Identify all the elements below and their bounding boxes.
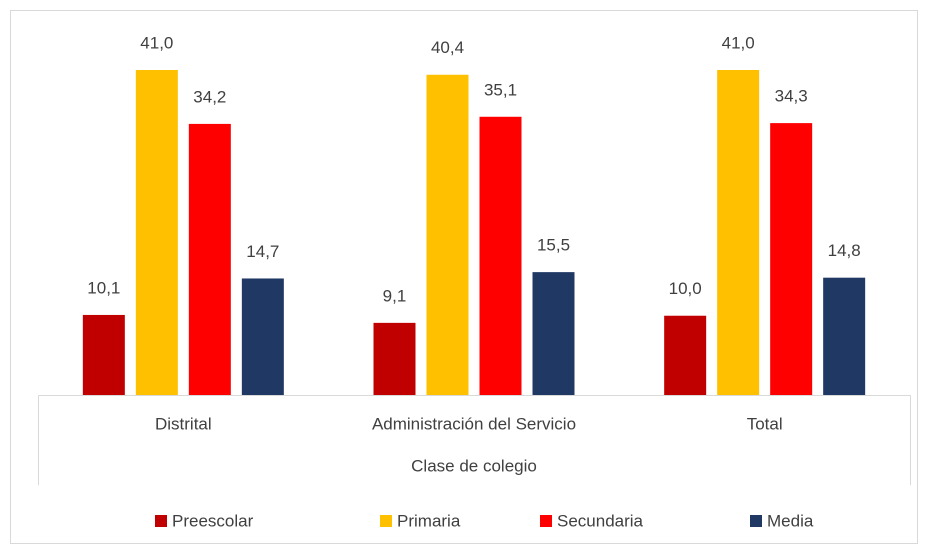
bar (241, 278, 284, 395)
bar (426, 74, 469, 395)
data-label: 10,0 (669, 279, 702, 298)
legend-label: Media (767, 511, 814, 530)
data-label: 14,8 (828, 241, 861, 260)
legend-label: Secundaria (557, 511, 644, 530)
bar (770, 123, 813, 396)
legend-swatch (750, 515, 762, 527)
legend-swatch (540, 515, 552, 527)
bar (82, 314, 125, 395)
bar (373, 322, 416, 395)
bar (664, 315, 707, 395)
data-label: 41,0 (722, 33, 755, 52)
data-label: 34,2 (193, 87, 226, 106)
bar (479, 116, 522, 395)
legend-label: Primaria (397, 511, 461, 530)
bar (532, 272, 575, 395)
data-label: 41,0 (140, 33, 173, 52)
data-label: 14,7 (246, 242, 279, 261)
data-label: 35,1 (484, 80, 517, 99)
data-label: 10,1 (87, 278, 120, 297)
data-label: 15,5 (537, 236, 570, 255)
bar (717, 70, 760, 395)
bar (135, 70, 178, 395)
x-tick-label: Administración del Servicio (372, 414, 576, 433)
legend-swatch (155, 515, 167, 527)
bar (188, 123, 231, 395)
legend-label: Preescolar (172, 511, 254, 530)
data-label: 34,3 (775, 87, 808, 106)
x-tick-label: Total (747, 414, 783, 433)
bar (823, 277, 866, 395)
data-label: 40,4 (431, 38, 464, 57)
category-axis-frame (38, 395, 911, 485)
x-axis-title: Clase de colegio (411, 456, 537, 475)
data-label: 9,1 (383, 286, 407, 305)
legend-swatch (380, 515, 392, 527)
x-tick-label: Distrital (155, 414, 212, 433)
